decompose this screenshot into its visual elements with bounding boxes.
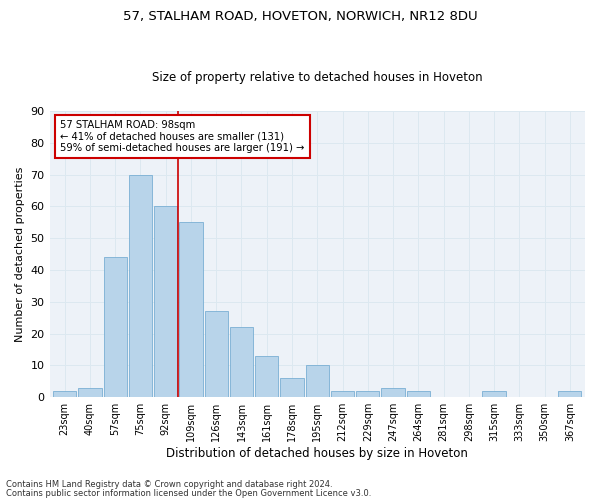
Bar (104, 258, 127, 397)
Text: Contains public sector information licensed under the Open Government Licence v3: Contains public sector information licen… (6, 488, 371, 498)
Text: 57, STALHAM ROAD, HOVETON, NORWICH, NR12 8DU: 57, STALHAM ROAD, HOVETON, NORWICH, NR12… (122, 10, 478, 23)
Bar (382, 388, 404, 397)
Bar (558, 391, 581, 397)
Bar (356, 391, 379, 397)
Bar (255, 356, 278, 397)
Bar (305, 366, 329, 397)
Bar (205, 312, 228, 397)
Title: Size of property relative to detached houses in Hoveton: Size of property relative to detached ho… (152, 70, 482, 84)
Bar (407, 391, 430, 397)
Text: 57 STALHAM ROAD: 98sqm
← 41% of detached houses are smaller (131)
59% of semi-de: 57 STALHAM ROAD: 98sqm ← 41% of detached… (60, 120, 305, 153)
Bar (482, 391, 506, 397)
Bar (331, 391, 354, 397)
Bar (179, 222, 203, 397)
Text: Contains HM Land Registry data © Crown copyright and database right 2024.: Contains HM Land Registry data © Crown c… (6, 480, 332, 489)
Bar (79, 388, 101, 397)
Bar (154, 206, 178, 397)
Bar (129, 174, 152, 397)
Bar (230, 328, 253, 397)
Bar (53, 391, 76, 397)
X-axis label: Distribution of detached houses by size in Hoveton: Distribution of detached houses by size … (166, 447, 468, 460)
Y-axis label: Number of detached properties: Number of detached properties (15, 166, 25, 342)
Bar (280, 378, 304, 397)
